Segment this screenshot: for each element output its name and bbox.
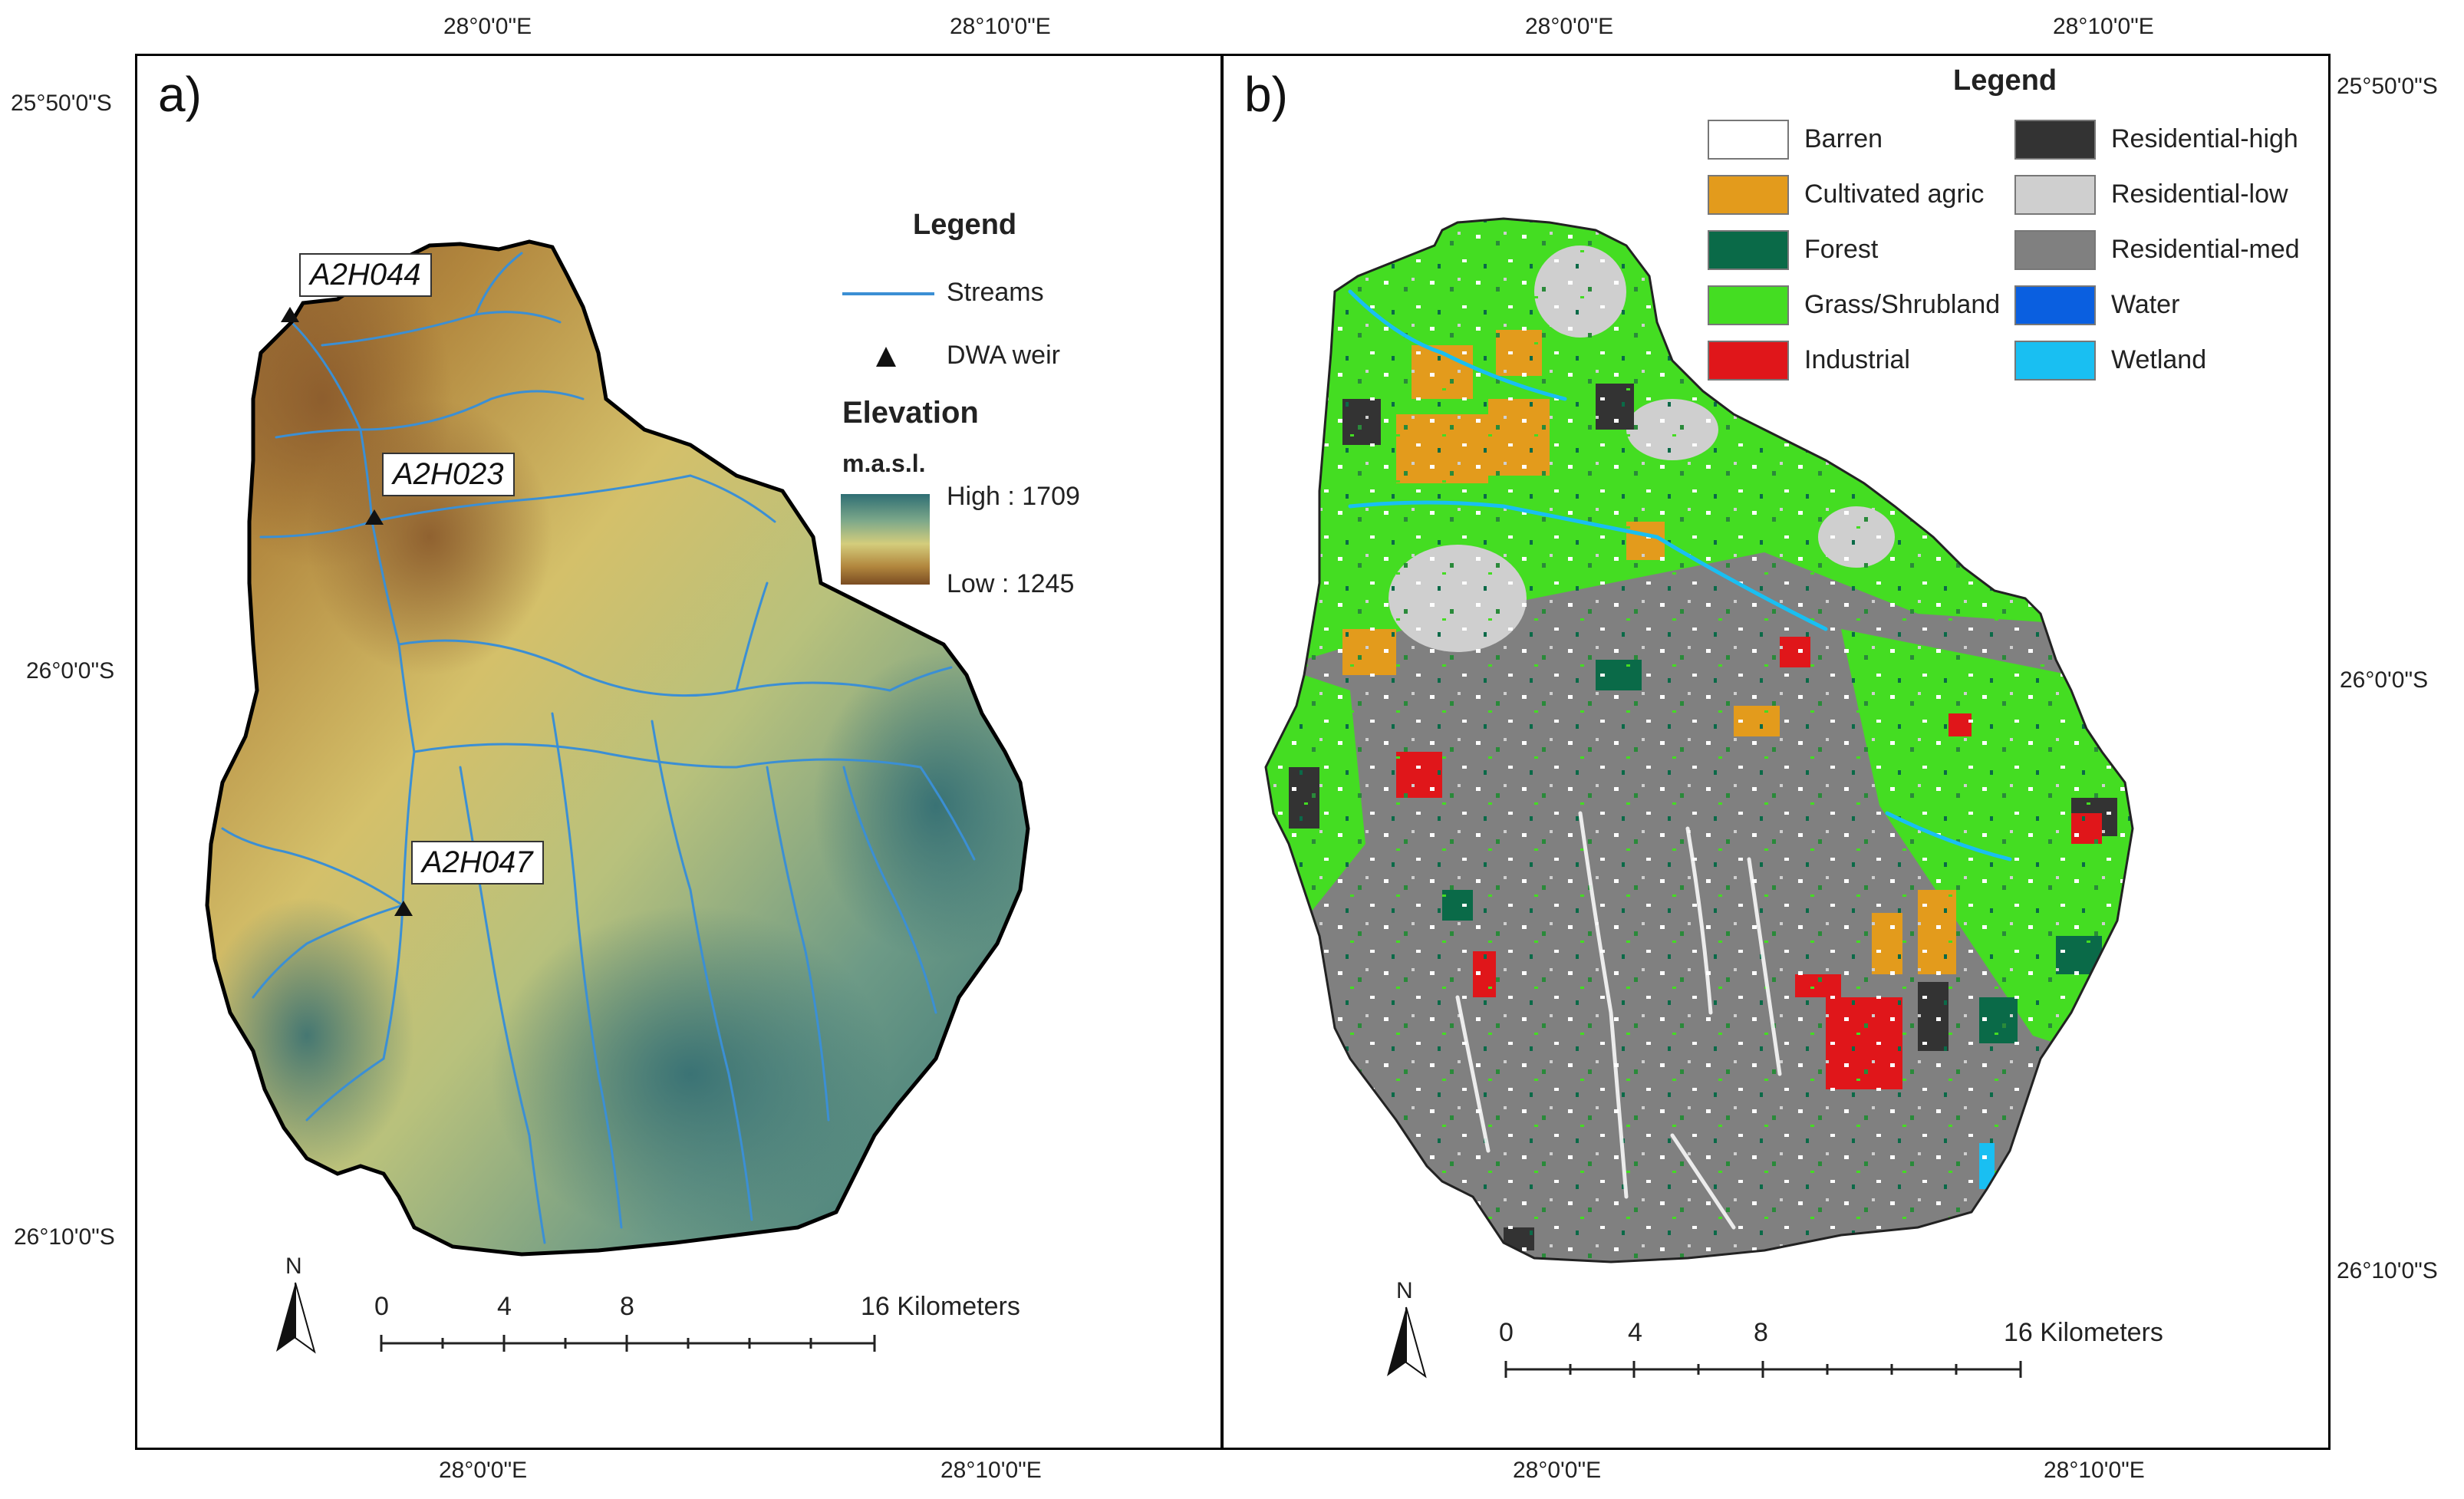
weir-marker-a2h023 xyxy=(365,509,384,525)
weir-marker-a2h047 xyxy=(394,901,413,916)
legend-label-residential-high: Residential-high xyxy=(2111,124,2298,153)
panel-a-legend-title: Legend xyxy=(913,209,1017,241)
catchment-outline-a xyxy=(205,239,1030,1257)
panel-b-x-tick-bottom-1: 28°0'0"E xyxy=(1513,1458,1602,1483)
panel-a-x-tick-top-1: 28°0'0"E xyxy=(443,14,532,39)
weir-marker-a2h044 xyxy=(281,307,299,322)
panel-a-x-tick-top-2: 28°10'0"E xyxy=(950,14,1051,39)
legend-label-industrial: Industrial xyxy=(1804,345,1910,374)
panel-a-north-label: N xyxy=(285,1254,302,1279)
legend-swatch-wetland xyxy=(2014,341,2096,381)
legend-swatch-residential-high xyxy=(2014,120,2096,160)
panel-a-label: a) xyxy=(158,67,202,122)
panel-b-y-tick-3: 26°10'0"S xyxy=(2337,1258,2438,1283)
legend-swatch-water xyxy=(2014,285,2096,325)
panel-b-scale-bar xyxy=(1504,1361,2022,1378)
legend-swatch-grass-shrubland xyxy=(1708,285,1789,325)
panel-b-scale-0: 0 xyxy=(1499,1318,1514,1347)
elevation-color-ramp xyxy=(841,494,930,585)
legend-label-cultivated-agric: Cultivated agric xyxy=(1804,180,1985,209)
streams-legend-line xyxy=(842,292,934,295)
legend-label-forest: Forest xyxy=(1804,235,1879,264)
legend-swatch-cultivated-agric xyxy=(1708,175,1789,215)
legend-swatch-barren xyxy=(1708,120,1789,160)
panel-a-x-tick-bottom-2: 28°10'0"E xyxy=(940,1458,1042,1483)
legend-label-water: Water xyxy=(2111,290,2180,319)
legend-swatch-industrial xyxy=(1708,341,1789,381)
panel-a-scale-16: 16 Kilometers xyxy=(861,1292,1020,1321)
panel-a-scale-4: 4 xyxy=(497,1292,512,1321)
elevation-high-label: High : 1709 xyxy=(947,482,1080,511)
catchment-outline-b xyxy=(1264,217,2134,1263)
panel-b-x-tick-bottom-2: 28°10'0"E xyxy=(2044,1458,2145,1483)
station-label-a2h047: A2H047 xyxy=(411,841,544,885)
panel-b-north-label: N xyxy=(1396,1278,1413,1303)
panel-a-scale-bar xyxy=(380,1335,876,1352)
panel-b-scale-8: 8 xyxy=(1754,1318,1768,1347)
panel-b-x-tick-top-1: 28°0'0"E xyxy=(1525,14,1614,39)
panel-a-north-arrow-icon xyxy=(276,1282,316,1354)
panel-a-y-tick-1: 25°50'0"S xyxy=(11,91,112,116)
stream-network xyxy=(221,252,976,1244)
panel-b-x-tick-top-2: 28°10'0"E xyxy=(2053,14,2154,39)
elevation-low-label: Low : 1245 xyxy=(947,569,1075,598)
legend-label-barren: Barren xyxy=(1804,124,1883,153)
panel-b-scale-16: 16 Kilometers xyxy=(2004,1318,2163,1347)
panel-a-scale-8: 8 xyxy=(620,1292,634,1321)
panel-a-scale-0: 0 xyxy=(374,1292,389,1321)
panel-b-scale-4: 4 xyxy=(1628,1318,1642,1347)
legend-swatch-forest xyxy=(1708,230,1789,270)
legend-label-residential-med: Residential-med xyxy=(2111,235,2300,264)
weir-legend-label: DWA weir xyxy=(947,341,1060,370)
legend-label-residential-low: Residential-low xyxy=(2111,180,2288,209)
elevation-units: m.a.s.l. xyxy=(842,450,926,477)
panel-a-x-tick-bottom-1: 28°0'0"E xyxy=(439,1458,528,1483)
panel-b-legend-title: Legend xyxy=(1953,64,2057,97)
panel-b-y-tick-2: 26°0'0"S xyxy=(2340,667,2429,693)
panel-b-label: b) xyxy=(1244,67,1288,122)
elevation-legend-title: Elevation xyxy=(842,396,979,430)
panel-a-y-tick-2: 26°0'0"S xyxy=(26,658,115,684)
panel-b-north-arrow-icon xyxy=(1387,1306,1427,1379)
station-label-a2h044: A2H044 xyxy=(299,253,432,297)
legend-label-wetland: Wetland xyxy=(2111,345,2207,374)
legend-swatch-residential-med xyxy=(2014,230,2096,270)
panel-b-y-tick-1: 25°50'0"S xyxy=(2337,74,2438,99)
streams-legend-label: Streams xyxy=(947,278,1044,307)
panel-a-y-tick-3: 26°10'0"S xyxy=(14,1224,115,1250)
weir-legend-icon xyxy=(876,347,896,367)
legend-label-grass-shrubland: Grass/Shrubland xyxy=(1804,290,2001,319)
station-label-a2h023: A2H023 xyxy=(382,453,515,496)
legend-swatch-residential-low xyxy=(2014,175,2096,215)
